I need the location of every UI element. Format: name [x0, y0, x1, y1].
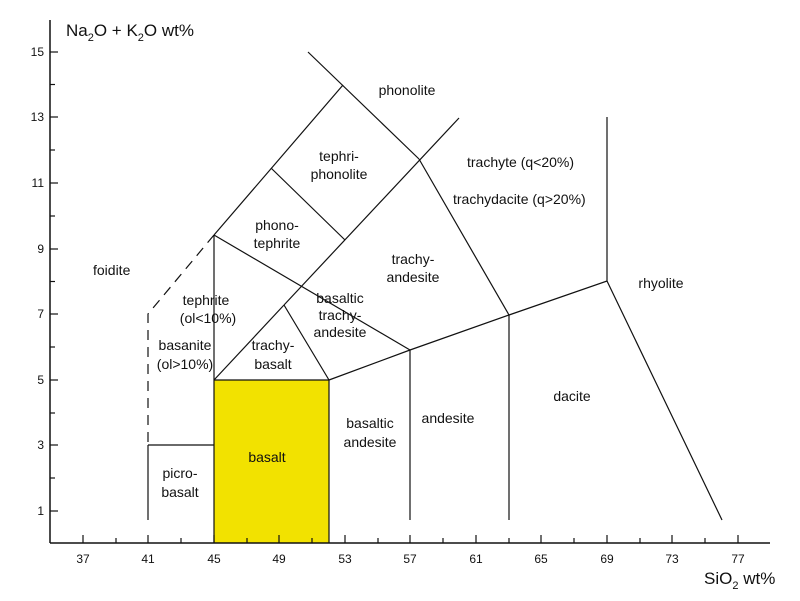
field-label-trachyandesite: trachy-andesite	[387, 251, 440, 285]
field-label-basaltic-trachyandesite: basaltic trachy-andesite	[314, 290, 367, 340]
x-tick-label: 41	[141, 552, 155, 566]
field-label-basanite: basanite (ol>10%)	[157, 337, 213, 372]
boundary-line	[213, 84, 344, 236]
y-tick-label: 1	[37, 504, 44, 518]
y-tick-label: 3	[37, 438, 44, 452]
x-tick-label: 69	[600, 552, 614, 566]
x-tick-label: 49	[272, 552, 286, 566]
x-tick-label: 61	[469, 552, 483, 566]
y-ticks: 15 13 11 9 7 5 3 1	[31, 45, 58, 518]
boundary-line	[283, 304, 330, 381]
x-tick-label: 57	[403, 552, 417, 566]
x-tick-label: 37	[76, 552, 90, 566]
y-axis-title: Na2O + K2O wt%	[66, 21, 194, 44]
x-tick-label: 65	[534, 552, 548, 566]
x-tick-label: 77	[731, 552, 745, 566]
x-tick-label: 53	[338, 552, 352, 566]
field-label-trachydacite: trachydacite (q>20%)	[453, 191, 586, 207]
y-tick-label: 5	[37, 373, 44, 387]
field-label-basaltic-andesite: basaltic andesite	[344, 415, 397, 450]
field-boundaries	[147, 51, 723, 543]
basalt-highlight	[214, 380, 329, 543]
field-label-tephriphonolite: tephri-phonolite	[311, 148, 368, 182]
field-label-foidite: foidite	[93, 262, 131, 278]
x-tick-label: 73	[665, 552, 679, 566]
y-tick-label: 9	[37, 242, 44, 256]
field-label-trachyte: trachyte (q<20%)	[467, 154, 574, 170]
x-axis-title: SiO2 wt%	[704, 569, 775, 592]
y-tick-label: 11	[32, 176, 45, 190]
y-tick-label: 15	[31, 45, 45, 59]
field-label-rhyolite: rhyolite	[638, 275, 683, 291]
boundary-line	[418, 158, 510, 316]
boundary-line	[213, 304, 285, 381]
field-labels: phonolite tephri-phonolite trachyte (q<2…	[93, 82, 684, 500]
field-label-picrobasalt: picro-basalt	[161, 465, 198, 500]
y-tick-label: 7	[37, 307, 44, 321]
boundary-line	[328, 280, 723, 521]
foidite-dashed-boundary	[147, 234, 215, 445]
field-label-phonotephrite: phono-tephrite	[254, 217, 301, 251]
x-tick-label: 45	[207, 552, 221, 566]
field-label-phonolite: phonolite	[379, 82, 436, 98]
boundary-line	[270, 167, 346, 241]
boundary-line	[213, 234, 411, 351]
boundary-line	[283, 117, 460, 306]
field-label-andesite: andesite	[422, 410, 475, 426]
boundary-line	[307, 51, 420, 160]
field-label-dacite: dacite	[553, 388, 591, 404]
field-label-trachybasalt: trachy-basalt	[252, 337, 295, 372]
field-label-basalt: basalt	[248, 449, 285, 465]
y-tick-label: 13	[31, 110, 45, 124]
x-ticks: 37 41 45 49 53 57 61 65 69 73 77	[76, 535, 745, 566]
field-label-tephrite: tephrite (ol<10%)	[180, 292, 236, 326]
